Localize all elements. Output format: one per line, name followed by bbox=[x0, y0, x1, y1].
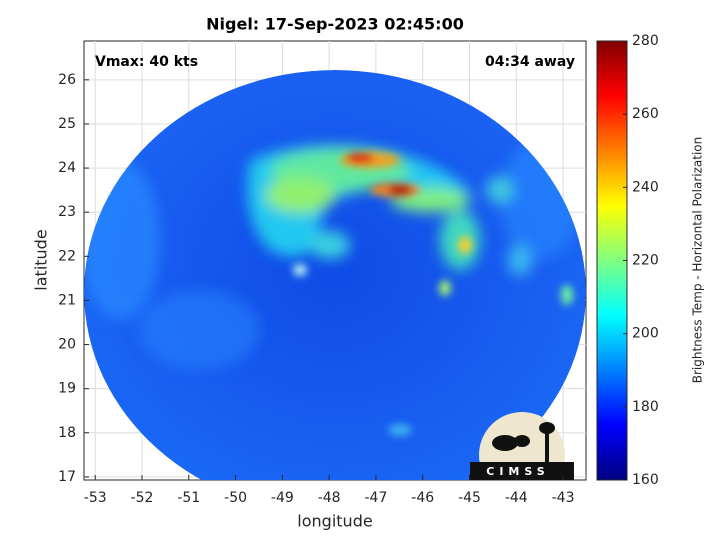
colorbar-tick-label: 160 bbox=[632, 472, 659, 488]
y-tick-label: 18 bbox=[58, 425, 76, 441]
x-tick-label: -51 bbox=[177, 490, 200, 506]
x-tick-label: -43 bbox=[552, 490, 575, 506]
colorbar-tick-label: 200 bbox=[632, 326, 659, 342]
y-tick-label: 26 bbox=[58, 72, 76, 88]
y-tick-label: 22 bbox=[58, 248, 76, 264]
logo-text: CIMSS bbox=[486, 465, 549, 478]
cimss-logo: CIMSS bbox=[470, 412, 574, 480]
colorbar-tick-label: 240 bbox=[632, 179, 659, 195]
x-axis-label: longitude bbox=[297, 512, 372, 531]
annotation: Vmax: 40 kts bbox=[95, 54, 198, 70]
colorbar-label: Brightness Temp - Horizontal Polarizatio… bbox=[691, 137, 705, 384]
chart-title: Nigel: 17-Sep-2023 02:45:00 bbox=[206, 15, 464, 34]
colorbar-tick-label: 220 bbox=[632, 253, 659, 269]
y-tick-label: 19 bbox=[58, 381, 76, 397]
x-tick-label: -53 bbox=[84, 490, 107, 506]
x-tick-label: -48 bbox=[318, 490, 341, 506]
y-tick-label: 25 bbox=[58, 116, 76, 132]
y-tick-label: 20 bbox=[58, 337, 76, 353]
y-tick-label: 24 bbox=[58, 160, 76, 176]
y-tick-label: 17 bbox=[58, 469, 76, 485]
x-tick-label: -44 bbox=[505, 490, 528, 506]
y-tick-label: 21 bbox=[58, 292, 76, 308]
y-axis-label: latitude bbox=[32, 229, 51, 290]
colorbar bbox=[596, 40, 628, 481]
x-tick-label: -45 bbox=[458, 490, 481, 506]
x-tick-label: -50 bbox=[224, 490, 247, 506]
x-tick-label: -46 bbox=[411, 490, 434, 506]
colorbar-tick-label: 260 bbox=[632, 106, 659, 122]
x-tick-label: -49 bbox=[271, 490, 294, 506]
x-tick-label: -52 bbox=[131, 490, 154, 506]
swath-image: CIMSS bbox=[84, 70, 586, 480]
colorbar-tick-label: 280 bbox=[632, 33, 659, 49]
x-tick-label: -47 bbox=[364, 490, 387, 506]
y-tick-label: 23 bbox=[58, 204, 76, 220]
colorbar-tick-label: 180 bbox=[632, 399, 659, 415]
annotation: 04:34 away bbox=[485, 54, 575, 70]
